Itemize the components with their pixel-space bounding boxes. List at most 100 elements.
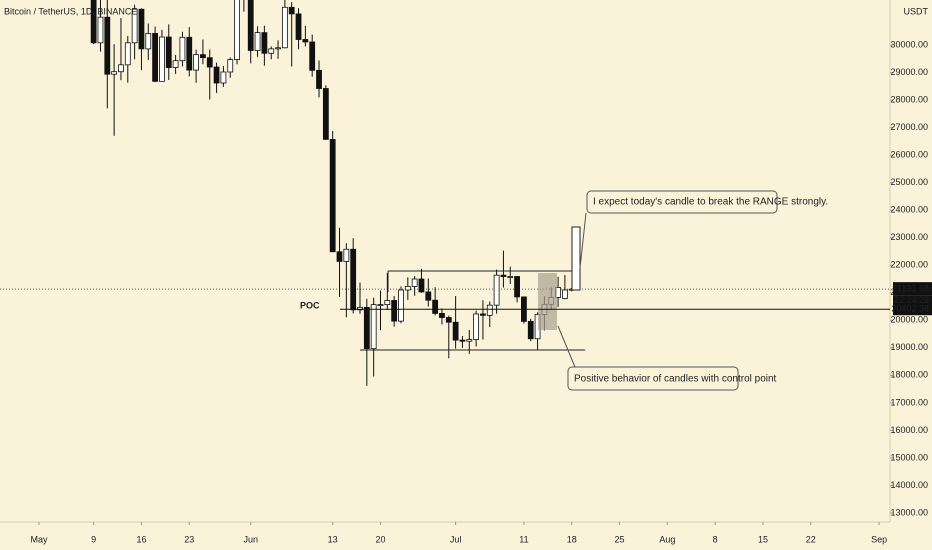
candle-body bbox=[350, 248, 357, 311]
last-price-box bbox=[893, 282, 932, 296]
candle-body bbox=[261, 32, 268, 54]
x-tick-label: 23 bbox=[184, 534, 194, 544]
highlight-zone bbox=[538, 273, 557, 330]
y-tick-label: 26000.00 bbox=[890, 149, 928, 159]
x-tick-label: 13 bbox=[328, 534, 338, 544]
x-tick-label: 18 bbox=[567, 534, 577, 544]
x-tick-label: 20 bbox=[375, 534, 385, 544]
candle-body bbox=[363, 306, 370, 350]
candle-body bbox=[309, 41, 316, 71]
candle-body bbox=[322, 88, 329, 140]
y-tick-label: 23000.00 bbox=[890, 232, 928, 242]
y-tick-label: 14000.00 bbox=[890, 480, 928, 490]
candle-body bbox=[507, 276, 514, 278]
candle-body bbox=[391, 300, 398, 322]
x-tick-label: Jun bbox=[243, 534, 258, 544]
countdown-label: 22:24:28 bbox=[894, 295, 929, 305]
candle-body bbox=[514, 276, 520, 298]
candle-body bbox=[227, 59, 234, 73]
x-tick-label: 11 bbox=[519, 534, 528, 544]
y-tick-label: 24000.00 bbox=[890, 205, 928, 215]
candle-body bbox=[254, 32, 261, 51]
candle-body bbox=[561, 289, 568, 299]
x-tick-label: 22 bbox=[806, 534, 816, 544]
candle-body bbox=[336, 251, 343, 262]
candle-body bbox=[275, 47, 281, 50]
candle-body bbox=[111, 71, 118, 75]
candle-body bbox=[131, 8, 138, 44]
candle-body bbox=[281, 6, 288, 49]
candle-body bbox=[295, 13, 302, 40]
x-tick-label: 8 bbox=[713, 534, 718, 544]
y-tick-label: 19000.00 bbox=[890, 342, 928, 352]
candle-body bbox=[418, 278, 425, 293]
y-tick-label: 28000.00 bbox=[890, 94, 928, 104]
y-tick-label: 16000.00 bbox=[890, 425, 928, 435]
candle-body bbox=[104, 16, 111, 75]
candle-body bbox=[357, 306, 363, 311]
x-tick-label: 25 bbox=[615, 534, 625, 544]
countdown-box bbox=[893, 295, 932, 307]
candle-body bbox=[138, 8, 145, 50]
y-tick-label: 29000.00 bbox=[890, 67, 928, 77]
y-tick-label: 17000.00 bbox=[890, 397, 928, 407]
candle-body bbox=[527, 320, 534, 340]
projection-candle bbox=[571, 226, 581, 291]
x-tick-label: Jul bbox=[450, 534, 462, 544]
y-tick-label: 18000.00 bbox=[890, 370, 928, 380]
chart-title: Bitcoin / TetherUS, 1D, BINANCE bbox=[4, 6, 137, 16]
candle-body bbox=[213, 66, 220, 84]
y-tick-label: 27000.00 bbox=[890, 122, 928, 132]
candle-body bbox=[370, 304, 377, 350]
candle-body bbox=[500, 274, 507, 277]
candle-body bbox=[268, 48, 275, 54]
candle-body bbox=[466, 339, 473, 342]
x-tick-label: Aug bbox=[659, 534, 675, 544]
candle-body bbox=[452, 321, 459, 341]
candle-body bbox=[172, 60, 179, 68]
callout-pointer bbox=[579, 212, 587, 269]
candle-body bbox=[206, 57, 213, 68]
candle-body bbox=[473, 313, 480, 340]
candle-body bbox=[486, 304, 493, 316]
candle-body bbox=[90, 0, 97, 44]
candle-body bbox=[159, 36, 165, 82]
candle-body bbox=[288, 6, 295, 15]
candle-body bbox=[384, 300, 391, 306]
candle-body bbox=[234, 0, 240, 60]
candle-body bbox=[302, 39, 309, 43]
candle-body bbox=[425, 291, 432, 301]
candle-body bbox=[220, 71, 227, 84]
candle-body bbox=[439, 313, 445, 318]
callout-box bbox=[567, 366, 739, 391]
candle-body bbox=[459, 339, 466, 342]
callout-box bbox=[586, 190, 778, 214]
x-tick-label: Sep bbox=[871, 534, 887, 544]
y-tick-label: 20000.00 bbox=[890, 315, 928, 325]
candle-body bbox=[193, 54, 199, 71]
candle-body bbox=[186, 36, 193, 71]
candle-body bbox=[179, 36, 186, 62]
candle-body bbox=[411, 278, 418, 287]
x-tick-label: 15 bbox=[758, 534, 768, 544]
poc-label: POC bbox=[300, 300, 320, 310]
candle-body bbox=[247, 0, 254, 51]
candle-body bbox=[377, 304, 384, 307]
poc-price-label: 20402.38 bbox=[891, 304, 929, 314]
candle-body bbox=[165, 36, 172, 68]
candle-body bbox=[343, 248, 350, 262]
y-tick-label: 15000.00 bbox=[890, 452, 928, 462]
candle-body bbox=[152, 33, 159, 82]
x-tick-label: 9 bbox=[91, 534, 96, 544]
y-unit: USDT bbox=[904, 6, 929, 16]
last-price-label: 21131.68 bbox=[892, 284, 929, 294]
poc-price-box bbox=[893, 303, 932, 316]
candle-body bbox=[445, 317, 452, 323]
candle-body bbox=[398, 289, 404, 322]
candle-body bbox=[200, 54, 206, 59]
plot-area bbox=[0, 0, 890, 386]
candle-body bbox=[124, 42, 131, 66]
callout-pointer bbox=[557, 325, 576, 368]
